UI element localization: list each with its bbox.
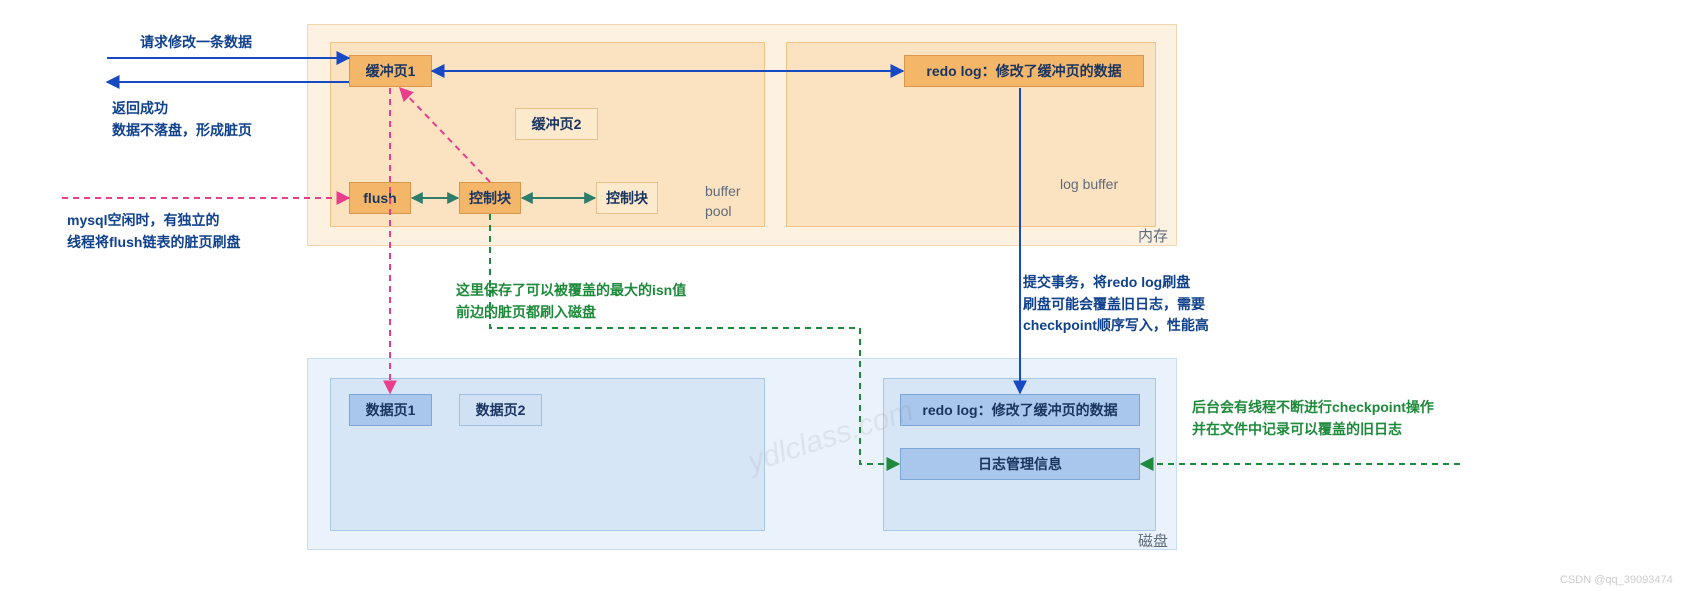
label-request-modify: 请求修改一条数据 [140,32,252,54]
memory-label: 内存 [1138,225,1168,246]
disk-label: 磁盘 [1138,530,1168,551]
log-mgmt-info: 日志管理信息 [900,448,1140,480]
buffer-pool-label: buffer pool [705,182,741,221]
redo-log-memory: redo log：修改了缓冲页的数据 [904,55,1144,87]
label-background-note: 后台会有线程不断进行checkpoint操作 并在文件中记录可以覆盖的旧日志 [1192,397,1434,440]
flush-node: flush [349,182,411,214]
ctrl-block-2: 控制块 [596,182,658,214]
label-return-ok: 返回成功 数据不落盘，形成脏页 [112,98,252,141]
data-page-1: 数据页1 [349,394,432,426]
log-buffer-label: log buffer [1060,175,1118,195]
redo-log-disk: redo log：修改了缓冲页的数据 [900,394,1140,426]
label-commit-note: 提交事务，将redo log刷盘 刷盘可能会覆盖旧日志，需要 checkpoin… [1023,272,1209,337]
label-flush-note: mysql空闲时，有独立的 线程将flush链表的脏页刷盘 [67,210,240,253]
buf-page-2: 缓冲页2 [515,108,598,140]
watermark-footer: CSDN @qq_39093474 [1560,574,1673,586]
buf-page-1: 缓冲页1 [349,55,432,87]
label-isn-note: 这里保存了可以被覆盖的最大的isn值 前边的脏页都刷入磁盘 [456,280,686,323]
data-page-2: 数据页2 [459,394,542,426]
ctrl-block-1: 控制块 [459,182,521,214]
